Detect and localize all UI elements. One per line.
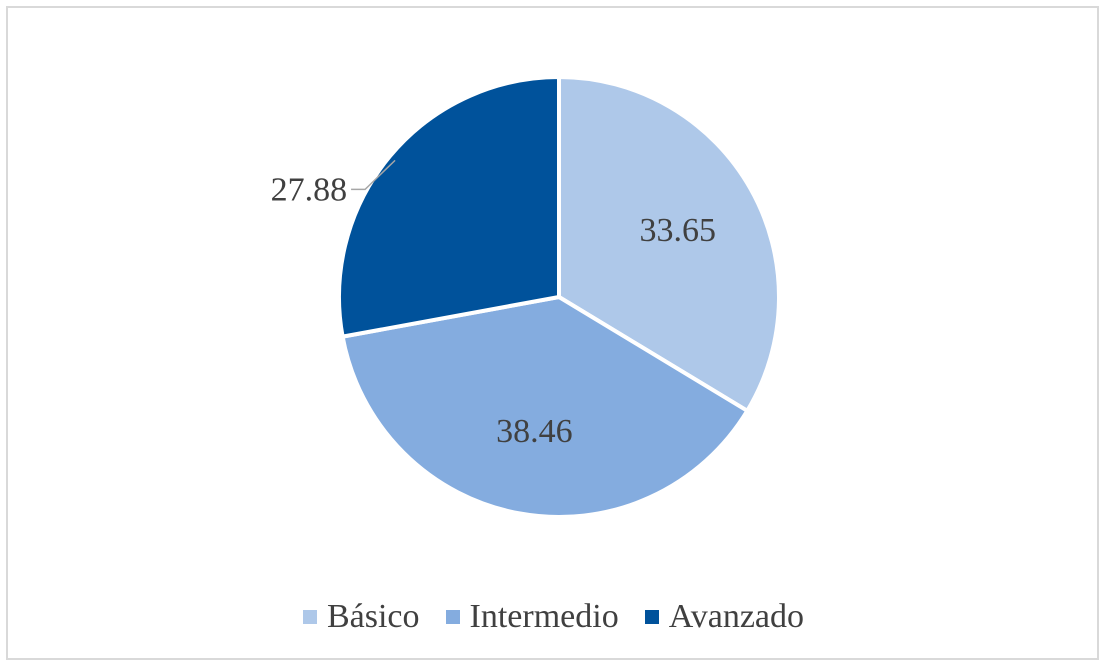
legend-label-basico: Básico bbox=[326, 598, 420, 635]
legend-item-basico: Básico bbox=[302, 598, 420, 636]
data-label-intermedio: 38.46 bbox=[496, 413, 573, 450]
legend-item-intermedio: Intermedio bbox=[445, 598, 619, 636]
legend-label-intermedio: Intermedio bbox=[469, 598, 619, 635]
data-label-basico: 33.65 bbox=[640, 212, 717, 249]
legend-swatch-basico bbox=[302, 610, 317, 624]
data-label-avanzado: 27.88 bbox=[271, 171, 348, 208]
pie-slice-basico bbox=[557, 75, 781, 413]
legend-swatch-avanzado bbox=[644, 610, 659, 624]
legend-swatch-intermedio bbox=[445, 610, 460, 624]
leader-line-avanzado bbox=[351, 159, 396, 191]
legend-label-avanzado: Avanzado bbox=[668, 598, 805, 635]
pie-slice-avanzado bbox=[337, 75, 561, 339]
pie-labels: 33.65 38.46 27.88 bbox=[271, 159, 717, 450]
pie-slice-intermedio bbox=[340, 295, 750, 519]
legend-item-avanzado: Avanzado bbox=[644, 598, 805, 636]
legend: Básico Intermedio Avanzado bbox=[0, 592, 1107, 642]
pie-slices bbox=[337, 75, 781, 519]
